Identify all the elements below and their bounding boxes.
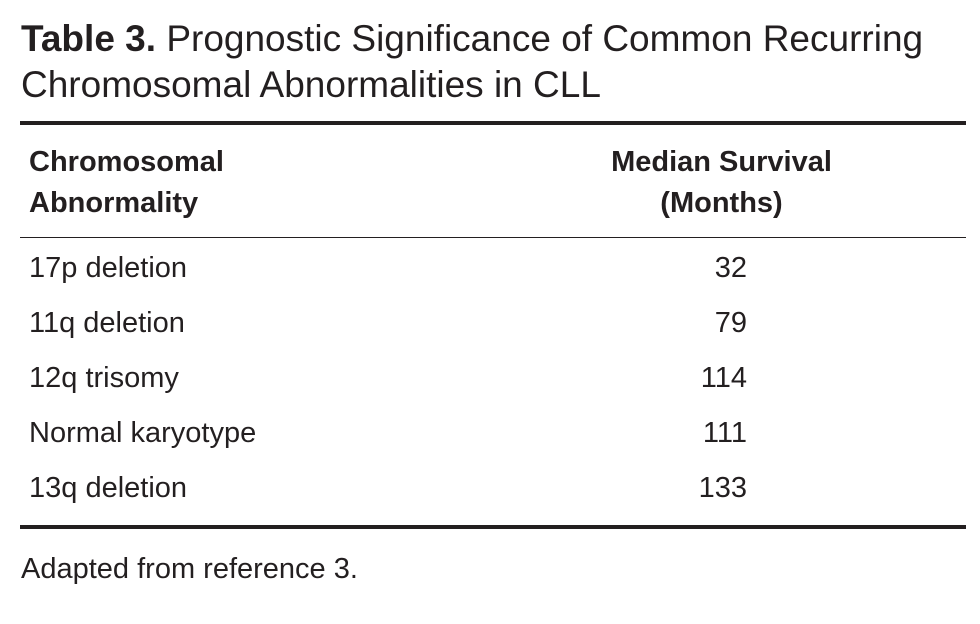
median-survival-cell: 111 xyxy=(702,417,747,449)
abnormality-cell: 11q deletion xyxy=(29,307,185,339)
header-divider xyxy=(20,237,966,238)
table-title-text: Prognostic Significance of Common Recurr… xyxy=(21,18,924,105)
median-survival-cell: 32 xyxy=(714,252,747,284)
column-header-median-survival: Median Survival (Months) xyxy=(520,142,923,224)
column-header-abnormality-line2: Abnormality xyxy=(29,187,199,219)
table-bottom-rule xyxy=(20,525,966,529)
median-survival-cell: 133 xyxy=(698,472,747,504)
column-header-median-survival-line1: Median Survival xyxy=(611,146,832,178)
table-title: Table 3. Prognostic Significance of Comm… xyxy=(21,16,971,108)
abnormality-cell: 17p deletion xyxy=(29,252,188,284)
table-row: 17p deletion 32 xyxy=(0,244,980,299)
median-survival-cell: 114 xyxy=(700,362,747,394)
abnormality-cell: 13q deletion xyxy=(29,472,188,504)
table-row: 11q deletion 79 xyxy=(0,299,980,354)
table-footnote: Adapted from reference 3. xyxy=(21,553,358,585)
column-header-abnormality: Chromosomal Abnormality xyxy=(29,142,224,224)
column-header-median-survival-line2: (Months) xyxy=(660,187,783,219)
table-row: 13q deletion 133 xyxy=(0,464,980,519)
column-header-abnormality-line1: Chromosomal xyxy=(29,146,224,178)
table-row: 12q trisomy 114 xyxy=(0,354,980,409)
table-body: 17p deletion 32 11q deletion 79 12q tris… xyxy=(0,244,980,519)
abnormality-cell: 12q trisomy xyxy=(29,362,179,394)
table-row: Normal karyotype 111 xyxy=(0,409,980,464)
median-survival-cell: 79 xyxy=(714,307,747,339)
table-label: Table 3. xyxy=(21,18,157,59)
table-top-rule xyxy=(20,121,966,125)
abnormality-cell: Normal karyotype xyxy=(29,417,257,449)
